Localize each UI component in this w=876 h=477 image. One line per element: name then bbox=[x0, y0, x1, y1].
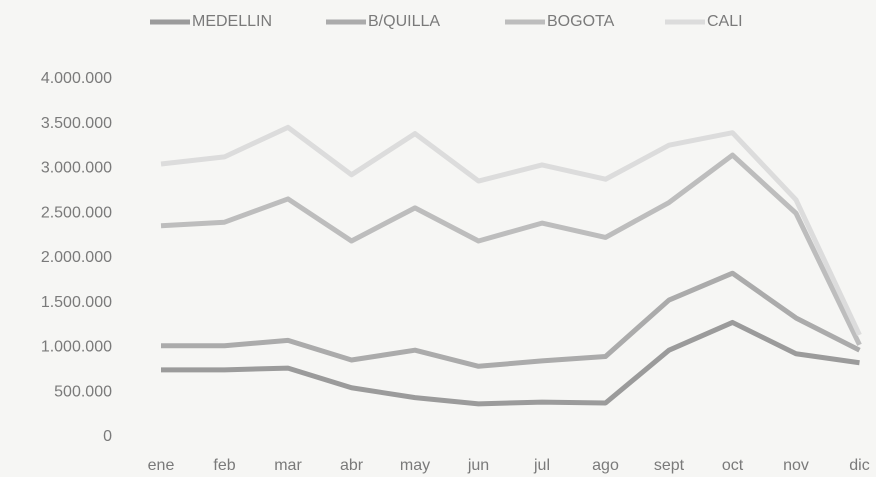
series-line bbox=[161, 319, 860, 407]
x-tick-label: may bbox=[400, 457, 430, 474]
y-tick-label: 1.000.000 bbox=[41, 339, 112, 356]
y-tick-label: 500.000 bbox=[54, 383, 112, 400]
x-tick-label: abr bbox=[340, 457, 364, 474]
x-tick-label: mar bbox=[274, 457, 302, 474]
x-tick-label: nov bbox=[783, 457, 809, 474]
x-tick-label: jul bbox=[533, 457, 550, 474]
x-tick-label: oct bbox=[722, 457, 744, 474]
x-tick-label: sept bbox=[654, 457, 685, 474]
x-tick-label: ago bbox=[592, 457, 619, 474]
series-line bbox=[161, 270, 861, 369]
x-tick-label: feb bbox=[213, 457, 235, 474]
series-line bbox=[160, 152, 862, 346]
legend-label: BOGOTA bbox=[547, 13, 615, 30]
y-tick-label: 2.000.000 bbox=[41, 249, 112, 266]
legend-label: B/QUILLA bbox=[368, 13, 440, 30]
x-tick-label: jun bbox=[467, 457, 489, 474]
y-tick-label: 3.500.000 bbox=[41, 115, 112, 132]
x-tick-label: dic bbox=[849, 457, 869, 474]
y-tick-label: 0 bbox=[103, 428, 112, 445]
series-line bbox=[160, 124, 862, 337]
x-tick-label: ene bbox=[148, 457, 175, 474]
y-tick-label: 2.500.000 bbox=[41, 204, 112, 221]
y-tick-label: 4.000.000 bbox=[41, 70, 112, 87]
legend-label: CALI bbox=[707, 13, 743, 30]
y-tick-label: 3.000.000 bbox=[41, 160, 112, 177]
legend-label: MEDELLIN bbox=[192, 13, 272, 30]
y-tick-label: 1.500.000 bbox=[41, 294, 112, 311]
